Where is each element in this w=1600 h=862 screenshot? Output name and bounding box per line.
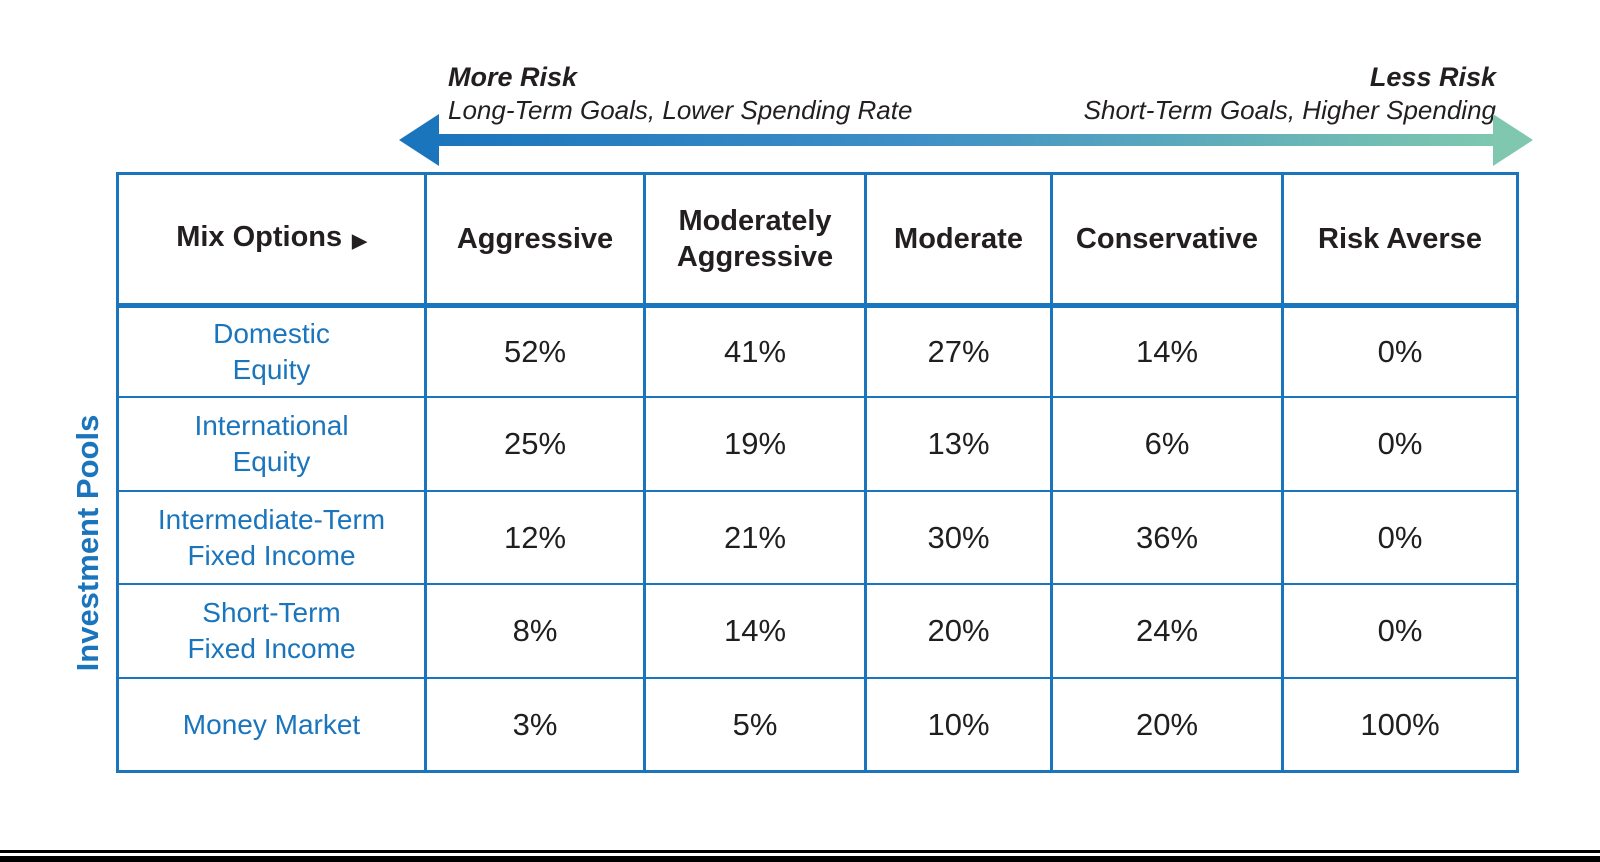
bottom-divider-line — [0, 850, 1600, 853]
value-cell: 20% — [1053, 677, 1284, 770]
row-label-line: Money Market — [182, 708, 361, 740]
row-label-line: Domestic — [213, 318, 330, 349]
more-risk-title: More Risk — [448, 62, 578, 92]
value-cell: 5% — [646, 677, 867, 770]
value-cell: 3% — [427, 677, 646, 770]
row-label-international-equity: International Equity — [119, 396, 427, 490]
row-label-line: Short-Term — [202, 597, 341, 628]
row-label-line: Intermediate-Term — [157, 503, 386, 535]
value-cell: 25% — [427, 396, 646, 490]
value-cell: 0% — [1284, 583, 1516, 677]
row-label-line: Fixed Income — [187, 539, 356, 571]
value-cell: 14% — [1053, 303, 1284, 396]
less-risk-title: Less Risk — [1369, 62, 1496, 92]
value-cell: 14% — [646, 583, 867, 677]
value-cell: 19% — [646, 396, 867, 490]
value-cell: 0% — [1284, 303, 1516, 396]
value-cell: 100% — [1284, 677, 1516, 770]
column-header-moderate: Moderate — [867, 175, 1053, 303]
value-cell: 12% — [427, 490, 646, 583]
value-cell: 13% — [867, 396, 1053, 490]
row-label-intermediate-term-fixed-income: Intermediate-Term Fixed Income — [119, 490, 427, 583]
value-cell: 21% — [646, 490, 867, 583]
value-cell: 52% — [427, 303, 646, 396]
column-header-aggressive: Aggressive — [427, 175, 646, 303]
value-cell: 0% — [1284, 396, 1516, 490]
more-risk-annotation: More Risk Long-Term Goals, Lower Spendin… — [448, 60, 912, 127]
value-cell: 8% — [427, 583, 646, 677]
right-triangle-icon: ▶ — [352, 231, 367, 252]
value-cell: 20% — [867, 583, 1053, 677]
row-label-line: Fixed Income — [187, 633, 356, 664]
row-label-money-market: Money Market — [119, 677, 427, 770]
less-risk-annotation: Less Risk Short-Term Goals, Higher Spend… — [1084, 60, 1496, 127]
row-label-domestic-equity: Domestic Equity — [119, 303, 427, 396]
corner-header-label: Mix Options — [176, 221, 343, 253]
risk-spectrum-arrow — [399, 114, 1533, 166]
value-cell: 27% — [867, 303, 1053, 396]
bottom-bar — [0, 856, 1600, 862]
column-header-conservative: Conservative — [1053, 175, 1284, 303]
value-cell: 6% — [1053, 396, 1284, 490]
value-cell: 30% — [867, 490, 1053, 583]
column-header-moderately-aggressive: Moderately Aggressive — [646, 175, 867, 303]
value-cell: 24% — [1053, 583, 1284, 677]
row-label-short-term-fixed-income: Short-Term Fixed Income — [119, 583, 427, 677]
arrow-left-head-icon — [399, 114, 439, 166]
value-cell: 0% — [1284, 490, 1516, 583]
corner-header-text: Mix Options ▶ — [176, 219, 367, 259]
less-risk-subtitle: Short-Term Goals, Higher Spending — [1083, 95, 1496, 125]
investment-pools-axis-label: Investment Pools — [70, 414, 105, 672]
value-cell: 41% — [646, 303, 867, 396]
value-cell: 36% — [1053, 490, 1284, 583]
more-risk-subtitle: Long-Term Goals, Lower Spending Rate — [448, 95, 913, 125]
row-label-line: Equity — [232, 446, 311, 477]
arrow-gradient-shaft — [435, 134, 1497, 146]
corner-header-cell: Mix Options ▶ — [119, 175, 427, 303]
value-cell: 10% — [867, 677, 1053, 770]
mix-options-table: Mix Options ▶ Aggressive Moderately Aggre… — [116, 172, 1519, 773]
row-label-line: International — [194, 410, 349, 441]
arrow-right-head-icon — [1493, 114, 1533, 166]
row-label-line: Equity — [232, 354, 311, 385]
column-header-risk-averse: Risk Averse — [1318, 223, 1482, 255]
